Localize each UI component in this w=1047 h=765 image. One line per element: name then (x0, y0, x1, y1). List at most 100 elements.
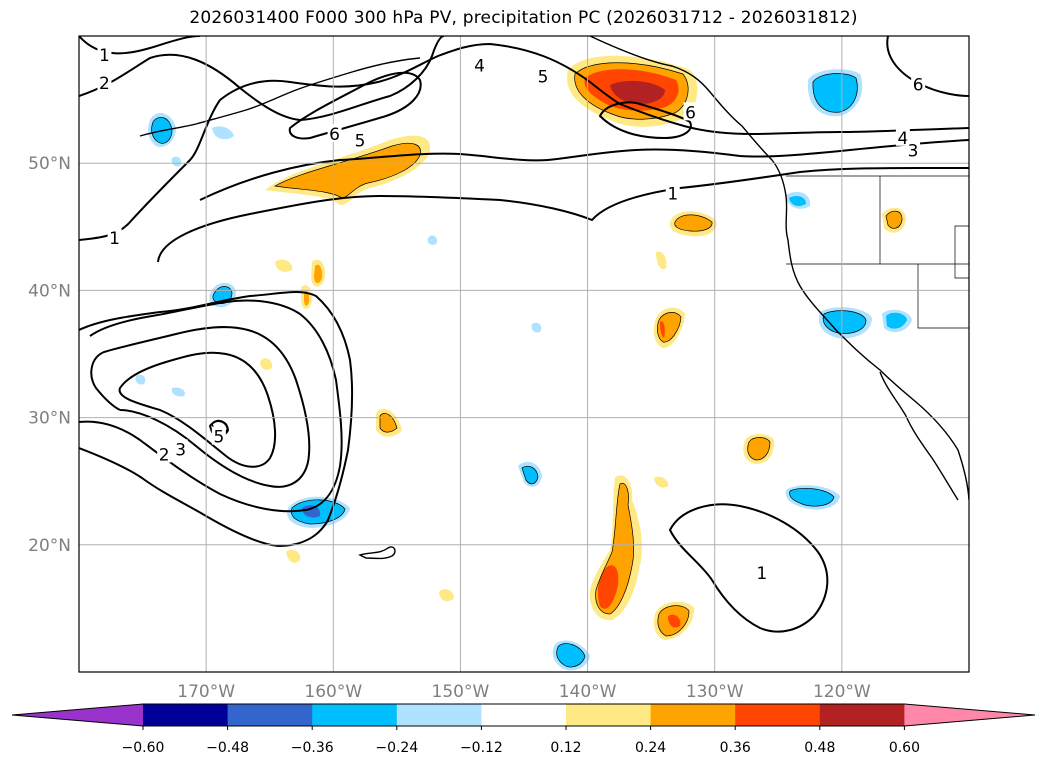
coastline-north-america (589, 36, 969, 501)
lon-tick-label: 120°W (813, 682, 871, 702)
contour-label: 6 (913, 75, 924, 95)
contour-label-bg (754, 562, 769, 581)
lon-tick-label: 160°W (304, 682, 362, 702)
precip-neg-32n-172w (171, 387, 185, 397)
precip-neg-33n-175w (135, 374, 146, 385)
contour-label: 3 (175, 440, 186, 460)
precip-neg-52n-168w (212, 126, 234, 140)
precip-neg-37n-144w (531, 322, 542, 333)
contour-label: 1 (667, 185, 678, 205)
lat-tick-label: 20°N (28, 536, 71, 556)
colorbar-segment (735, 704, 821, 726)
contour-label: 4 (897, 129, 908, 149)
colorbar-tick-label: −0.48 (206, 740, 249, 756)
map-border (78, 35, 970, 673)
contour-label: 5 (355, 131, 366, 151)
contour-label: 1 (756, 564, 767, 584)
state-borders (786, 175, 969, 329)
contour-label-bg (472, 55, 487, 74)
precip-patch-37n-133w-core (660, 321, 665, 338)
contour-label: 2 (159, 445, 170, 465)
precip-patch-gulf-alaska-peak (610, 80, 665, 104)
colorbar-extend-max (904, 704, 1035, 726)
colorbar-tick-label: 0.24 (635, 740, 666, 756)
contour-label: 6 (329, 125, 340, 145)
precip-neg-11n-140w-inner (556, 643, 585, 667)
contour-label-bg (97, 73, 112, 92)
precip-patch-34n-165w (260, 358, 273, 370)
contour-label: 3 (908, 141, 919, 161)
precip-neg-55n-119w-inner (812, 73, 858, 113)
lon-tick-label: 130°W (686, 682, 744, 702)
precip-patch-42n-134w (656, 251, 667, 270)
colorbar-tick-label: −0.36 (291, 740, 334, 756)
contour-label: 1 (99, 46, 110, 66)
colorbar-segment (396, 704, 482, 726)
colorbar-segment (143, 704, 229, 726)
contour-label-bg (173, 439, 188, 458)
coastline-baja (879, 371, 959, 501)
pv-contour-3 (199, 139, 969, 201)
precip-patch-45n-115w-inner (886, 211, 903, 229)
longitude-labels: 170°W 160°W 150°W 140°W 130°W 120°W (177, 682, 871, 702)
colorbar-tick-label: −0.12 (460, 740, 503, 756)
contour-label: 5 (213, 428, 224, 448)
colorbar-tick-label: −0.60 (122, 740, 165, 756)
lon-tick-label: 170°W (177, 682, 235, 702)
lat-tick-label: 30°N (28, 409, 71, 429)
lat-tick-label: 40°N (28, 281, 71, 301)
precip-patch-41n-160w-inner (314, 264, 323, 284)
contour-label: 6 (685, 103, 696, 123)
pv-contour-4 (79, 42, 969, 241)
colorbar-segment (227, 704, 313, 726)
precip-neg-24n-122w-inner (789, 488, 834, 507)
graticule (79, 36, 969, 672)
contour-label-bg (536, 66, 551, 85)
pv-contour-4-southwest (118, 351, 277, 468)
pv-contours (79, 36, 969, 633)
contour-label: 2 (99, 74, 110, 94)
colorbar-segment (650, 704, 736, 726)
colorbar-segment (819, 704, 905, 726)
precip-patch-20n-137w-core (597, 565, 619, 609)
contour-label-bg (352, 130, 367, 149)
pv-contour-2-north (79, 36, 445, 122)
precip-neg-47n-124w-inner (789, 196, 806, 206)
precip-patch-39n-162w-inner (304, 290, 310, 306)
precip-patch-28n-127w-inner (747, 437, 770, 460)
border-state-4 (954, 225, 969, 279)
colorbar-tick-label: 0.36 (720, 740, 751, 756)
precip-patch-45n-133w-inner (674, 214, 713, 232)
pv-contour-6-pacific (288, 71, 422, 140)
pv-contour-2-southwest (79, 299, 343, 513)
contour-label-bg (665, 183, 680, 202)
lon-tick-label: 140°W (559, 682, 617, 702)
border-state-3 (917, 264, 969, 329)
pv-contour-6-gulf (598, 101, 692, 140)
contour-label-bg (107, 228, 122, 247)
contour-label-bg (157, 444, 172, 463)
pv-contour-1 (157, 167, 969, 263)
contour-label-bg (327, 123, 342, 142)
colorbar: −0.60 −0.48 −0.36 −0.24 −0.12 0.12 0.24 0.36 0.4… (11, 703, 1036, 756)
colorbar-tick-label: 0.60 (889, 740, 920, 756)
precip-neg-50n-172w (171, 156, 182, 167)
pv-contour-1-southwest (79, 291, 354, 548)
contour-label-bg (906, 140, 921, 159)
precip-patch-25n-134w (654, 476, 669, 488)
chart-title: 2026031400 F000 300 hPa PV, precipitatio… (189, 8, 858, 28)
colorbar-tick-label: −0.24 (375, 740, 418, 756)
lon-tick-label: 150°W (432, 682, 490, 702)
precip-patch-19n-163w (286, 549, 301, 563)
pv-contour-1-southeast (668, 503, 829, 633)
contour-label: 4 (474, 56, 485, 76)
colorbar-extend-min (12, 704, 143, 726)
contour-label-bg (97, 45, 112, 64)
pv-contour-3-southwest (90, 326, 311, 488)
precip-neg-23n-161w-core (302, 505, 321, 518)
colorbar-segment (566, 704, 652, 726)
contour-label-bg (911, 74, 926, 93)
contour-label: 5 (538, 68, 549, 88)
colorbar-segment (312, 704, 398, 726)
